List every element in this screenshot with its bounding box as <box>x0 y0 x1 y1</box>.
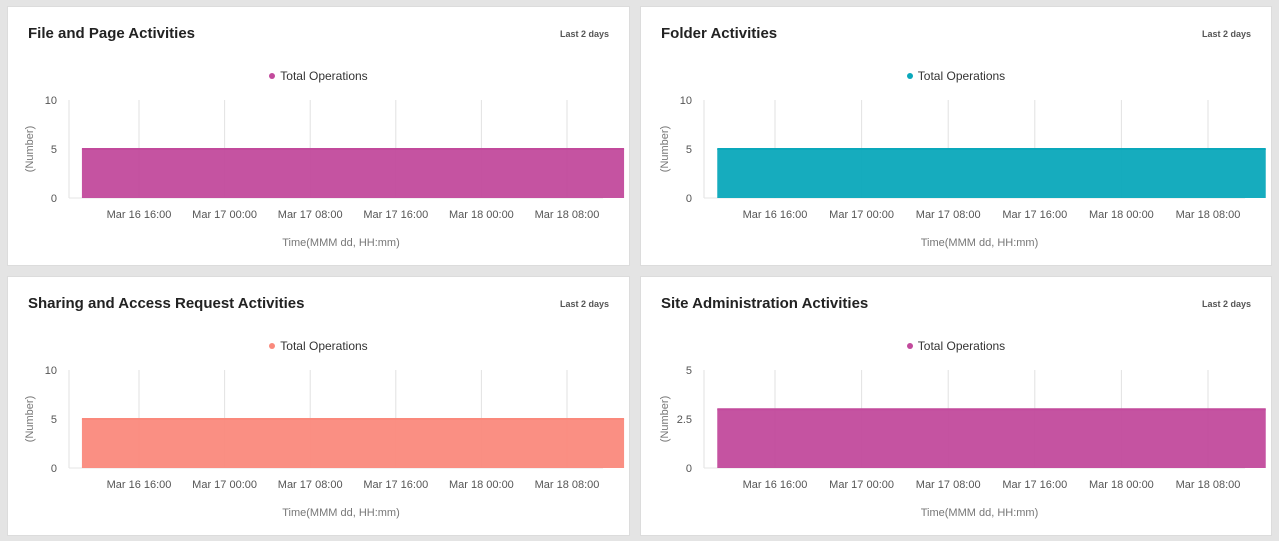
legend-marker <box>906 342 913 349</box>
time-range-label[interactable]: Last 2 days <box>559 299 609 309</box>
x-axis-title: Time(MMM dd, HH:mm) <box>282 237 400 249</box>
x-tick-label: Mar 17 08:00 <box>916 209 981 221</box>
x-axis-title: Time(MMM dd, HH:mm) <box>921 237 1039 249</box>
x-tick-label: Mar 17 16:00 <box>1002 209 1067 221</box>
panel-title: Folder Activities <box>661 25 778 42</box>
y-axis-title: (Number) <box>24 126 36 172</box>
x-tick-label: Mar 17 16:00 <box>363 479 428 491</box>
series-area <box>717 409 1266 468</box>
y-axis-title: (Number) <box>24 396 36 442</box>
x-axis-title: Time(MMM dd, HH:mm) <box>921 507 1039 519</box>
area-chart: 0 5 10 Mar 16 16:00 Mar 17 00:00 Mar 17 08:00… <box>24 365 625 519</box>
x-tick-label: Mar 16 16:00 <box>743 479 808 491</box>
folder-activities-panel: Folder Activities Last 2 days Total Oper… <box>640 6 1272 266</box>
series-area <box>81 149 625 198</box>
y-tick-label: 0 <box>686 463 692 475</box>
x-tick-label: Mar 18 08:00 <box>535 209 600 221</box>
y-tick-label: 10 <box>45 95 57 107</box>
x-tick-label: Mar 17 08:00 <box>278 479 343 491</box>
x-tick-label: Mar 18 00:00 <box>1089 479 1154 491</box>
x-tick-label: Mar 18 08:00 <box>1176 479 1241 491</box>
legend-marker <box>269 342 276 349</box>
x-tick-label: Mar 17 16:00 <box>1002 479 1067 491</box>
legend-marker <box>906 72 913 79</box>
y-tick-label: 5 <box>686 365 692 377</box>
y-tick-label: 2.5 <box>677 414 692 426</box>
x-tick-label: Mar 17 08:00 <box>916 479 981 491</box>
y-tick-label: 5 <box>51 414 57 426</box>
y-tick-label: 5 <box>51 144 57 156</box>
chart-legend[interactable]: Total Operations <box>641 339 1271 353</box>
x-tick-label: Mar 18 00:00 <box>449 209 514 221</box>
legend-label: Total Operations <box>280 69 368 83</box>
x-tick-label: Mar 18 00:00 <box>449 479 514 491</box>
series-area <box>717 149 1266 198</box>
site-administration-activities-panel: Site Administration Activities Last 2 da… <box>640 276 1272 536</box>
sharing-and-access-request-activities-panel: Sharing and Access Request Activities La… <box>7 276 630 536</box>
x-tick-label: Mar 17 16:00 <box>363 209 428 221</box>
chart-legend[interactable]: Total Operations <box>8 339 629 353</box>
x-tick-label: Mar 17 00:00 <box>192 479 257 491</box>
x-tick-label: Mar 16 16:00 <box>743 209 808 221</box>
y-tick-label: 0 <box>51 193 57 205</box>
panel-title: File and Page Activities <box>28 25 195 42</box>
time-range-label[interactable]: Last 2 days <box>1201 299 1251 309</box>
series-area <box>81 419 625 468</box>
legend-label: Total Operations <box>280 339 368 353</box>
x-tick-label: Mar 17 08:00 <box>278 209 343 221</box>
x-tick-label: Mar 18 08:00 <box>535 479 600 491</box>
x-tick-label: Mar 18 00:00 <box>1089 209 1154 221</box>
x-tick-label: Mar 16 16:00 <box>107 479 172 491</box>
panel-title: Site Administration Activities <box>661 295 869 312</box>
y-tick-label: 10 <box>680 95 692 107</box>
x-tick-label: Mar 17 00:00 <box>829 479 894 491</box>
x-tick-label: Mar 16 16:00 <box>107 209 172 221</box>
legend-label: Total Operations <box>917 339 1006 353</box>
legend-label: Total Operations <box>917 69 1006 83</box>
legend-marker <box>269 72 276 79</box>
y-tick-label: 0 <box>686 193 692 205</box>
x-tick-label: Mar 17 00:00 <box>829 209 894 221</box>
chart-legend[interactable]: Total Operations <box>641 69 1271 83</box>
y-axis-title: (Number) <box>659 396 671 442</box>
x-tick-label: Mar 18 08:00 <box>1176 209 1241 221</box>
y-tick-label: 0 <box>51 463 57 475</box>
x-tick-label: Mar 17 00:00 <box>192 209 257 221</box>
y-tick-label: 10 <box>45 365 57 377</box>
area-chart: 0 5 10 Mar 16 16:00 Mar 17 00:00 Mar 17 08:00… <box>24 95 625 249</box>
x-axis-title: Time(MMM dd, HH:mm) <box>282 507 400 519</box>
time-range-label[interactable]: Last 2 days <box>559 29 609 39</box>
y-axis-title: (Number) <box>659 126 671 172</box>
y-tick-label: 5 <box>686 144 692 156</box>
file-and-page-activities-panel: File and Page Activities Last 2 days Tot… <box>7 6 630 266</box>
area-chart: 0 5 10 Mar 16 16:00 Mar 17 00:00 Mar 17 08:00… <box>659 95 1266 249</box>
chart-legend[interactable]: Total Operations <box>8 69 629 83</box>
area-chart: 0 2.5 5 Mar 16 16:00 Mar 17 00:00 Mar 17 08:0… <box>659 365 1266 519</box>
panel-title: Sharing and Access Request Activities <box>28 295 305 312</box>
time-range-label[interactable]: Last 2 days <box>1201 29 1251 39</box>
